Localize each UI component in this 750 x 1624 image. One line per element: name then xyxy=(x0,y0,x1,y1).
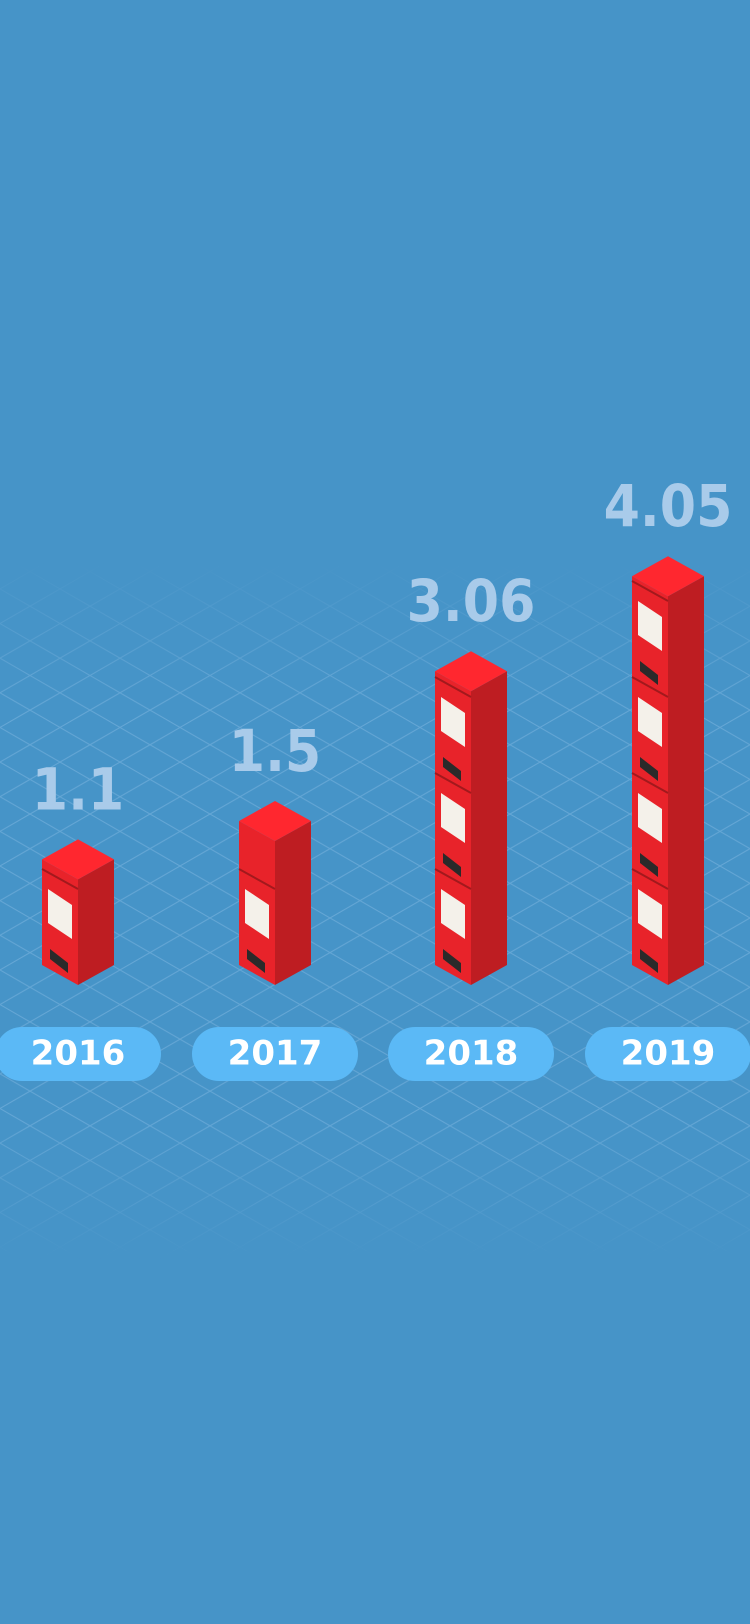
machine-seam xyxy=(434,868,472,890)
bar-front xyxy=(632,576,668,985)
machine-seam xyxy=(631,580,669,602)
machine-window xyxy=(48,889,72,939)
bar-top xyxy=(435,651,507,692)
bar xyxy=(631,556,704,985)
bar-top xyxy=(632,556,704,597)
machine-seam xyxy=(434,772,472,794)
machine-seam xyxy=(631,868,669,890)
machine-slot xyxy=(640,949,658,973)
machine-window xyxy=(245,889,269,939)
machine-slot xyxy=(50,949,68,973)
category-label: 2019 xyxy=(621,1034,716,1074)
machine-seam xyxy=(631,676,669,698)
category-label: 2016 xyxy=(31,1034,126,1074)
machine-seam xyxy=(41,868,79,890)
machine-window xyxy=(638,889,662,939)
bar-side xyxy=(78,859,114,985)
machine-slot xyxy=(640,853,658,877)
category-pill xyxy=(192,1027,358,1081)
machine-seam xyxy=(238,868,276,890)
bar xyxy=(238,801,311,985)
machine-slot xyxy=(443,757,461,781)
bar-top xyxy=(42,839,114,880)
category-pill xyxy=(388,1027,554,1081)
category-label: 2017 xyxy=(228,1034,323,1074)
machine-window xyxy=(638,601,662,651)
value-label: 3.06 xyxy=(407,567,536,635)
bar-top xyxy=(239,801,311,841)
machine-seam xyxy=(434,676,472,698)
machine-window xyxy=(638,697,662,747)
bar-side xyxy=(275,821,311,985)
bar xyxy=(434,651,507,985)
category-pill xyxy=(0,1027,161,1081)
bar-side xyxy=(471,671,507,985)
bar-side xyxy=(668,576,704,985)
machine-window xyxy=(638,793,662,843)
category-pill xyxy=(585,1027,750,1081)
machine-slot xyxy=(443,949,461,973)
value-label: 4.05 xyxy=(604,472,733,540)
machine-window xyxy=(441,697,465,747)
machine-slot xyxy=(640,757,658,781)
category-label: 2018 xyxy=(424,1034,519,1074)
machine-slot xyxy=(640,661,658,685)
machine-slot xyxy=(443,853,461,877)
machine-slot xyxy=(247,949,265,973)
value-label: 1.5 xyxy=(229,717,321,785)
machine-window xyxy=(441,889,465,939)
value-label: 1.1 xyxy=(32,755,124,823)
bar xyxy=(41,839,114,985)
machine-seam xyxy=(631,772,669,794)
machine-window xyxy=(441,793,465,843)
floor-grid xyxy=(0,560,750,1260)
